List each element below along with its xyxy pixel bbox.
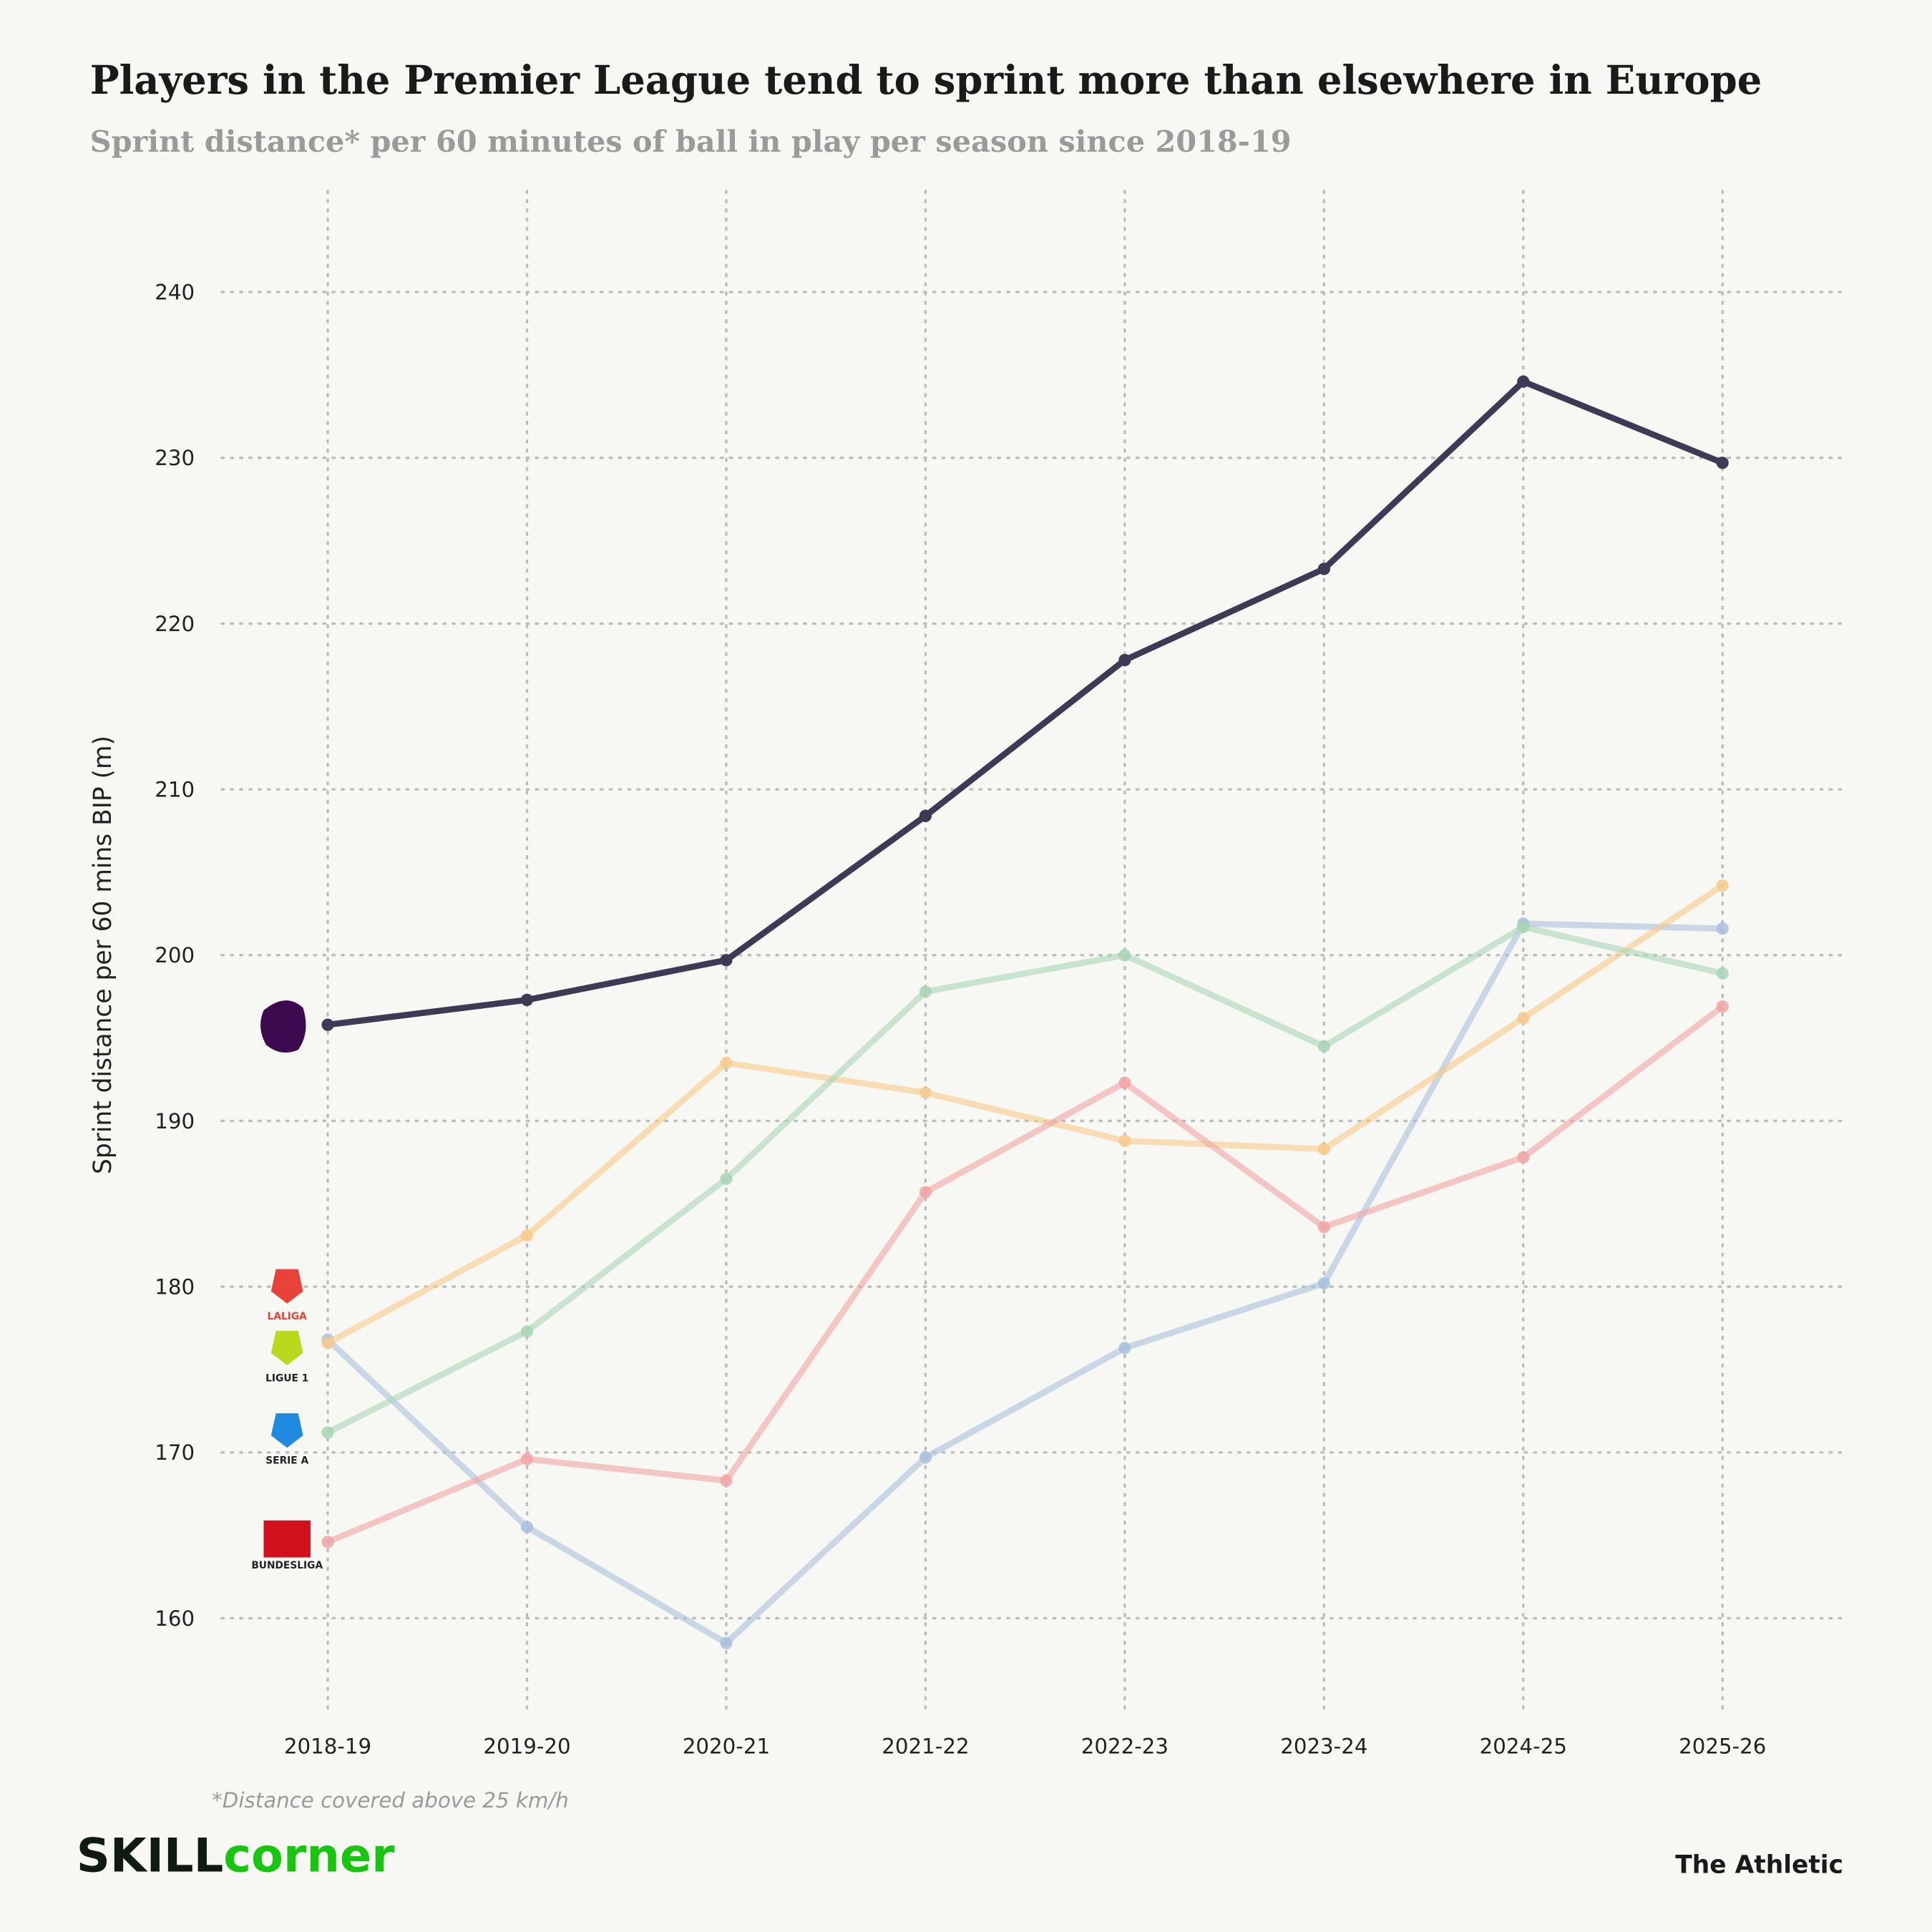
data-point [1317,1221,1330,1234]
data-point [1118,1342,1131,1355]
series-line [326,882,1724,1346]
data-point [919,1451,932,1464]
data-point [520,993,534,1006]
x-tick-label: 2024-25 [1480,1734,1567,1758]
x-tick-label: 2021-22 [882,1734,969,1758]
data-point [1118,653,1131,667]
series-line [326,920,1723,1646]
data-point [1517,1012,1530,1025]
league-logo [260,1000,306,1053]
data-point [1317,1040,1330,1053]
data-point [919,1086,932,1099]
data-point [720,1474,733,1487]
series-line [327,378,1724,1028]
data-point [321,1018,334,1031]
y-tick-label: 230 [155,446,195,470]
legend-label: SERIE A [265,1455,308,1467]
x-tick-label: 2025-26 [1679,1734,1766,1758]
data-point [1716,922,1729,935]
data-point [1317,1277,1330,1290]
brand-part: SKILL [77,1829,224,1883]
data-point [1317,562,1330,575]
data-point [321,1426,334,1439]
x-tick-label: 2018-19 [284,1734,371,1758]
league-logo [270,1330,303,1365]
data-point [321,1337,334,1350]
y-tick-label: 220 [155,612,195,636]
league-logo [263,1520,311,1558]
data-point [919,985,932,998]
chart-title: Players in the Premier League tend to sp… [90,57,1762,103]
data-point [1716,879,1729,892]
data-point [520,1229,534,1241]
data-point [1517,375,1530,388]
brand-logo: SKILLcorner [77,1829,395,1883]
footnote: *Distance covered above 25 km/h [212,1788,569,1813]
league-logo [270,1413,303,1448]
data-point [720,1636,733,1649]
legend-label: LIGUE 1 [265,1372,308,1384]
y-tick-label: 240 [155,280,195,305]
data-point [1118,1076,1131,1089]
y-tick-label: 210 [155,778,195,802]
x-tick-label: 2022-23 [1081,1734,1169,1758]
data-point [1716,1000,1729,1013]
y-tick-label: 190 [155,1109,195,1133]
series-line [326,1004,1724,1545]
data-point [520,1521,534,1533]
series-line [326,924,1724,1435]
plot: 160 170 180 190 200 210 220 230 240 2018-19 2019-2… [155,190,1844,1758]
y-axis-label: Sprint distance per 60 mins BIP (m) [89,736,117,1174]
chart-subtitle: Sprint distance* per 60 minutes of ball … [90,124,1292,159]
publisher: The Athletic [1675,1850,1843,1879]
y-tick-label: 160 [155,1606,195,1631]
data-point [520,1453,534,1465]
data-point [321,1536,334,1548]
y-tick-label: 180 [155,1274,195,1299]
x-tick-label: 2020-21 [683,1734,770,1758]
data-point [919,1186,932,1199]
y-tick-label: 170 [155,1440,195,1465]
data-point [720,954,733,967]
brand-part: corner [223,1829,395,1883]
data-point [520,1325,534,1338]
league-logo [270,1269,303,1304]
data-point [919,809,932,822]
y-tick-label: 200 [155,943,195,967]
data-point [1716,457,1729,469]
x-tick-label: 2019-20 [483,1734,570,1758]
data-point [1317,1143,1330,1156]
data-point [1517,1151,1530,1164]
data-point [1517,920,1530,934]
data-point [1118,1134,1131,1147]
data-point [720,1056,733,1070]
data-point [1118,949,1131,962]
legend-label: LALIGA [268,1311,308,1322]
legend-label: BUNDESLIGA [251,1560,323,1571]
data-point [720,1172,733,1186]
x-tick-label: 2023-24 [1280,1734,1367,1758]
data-point [1716,967,1729,980]
